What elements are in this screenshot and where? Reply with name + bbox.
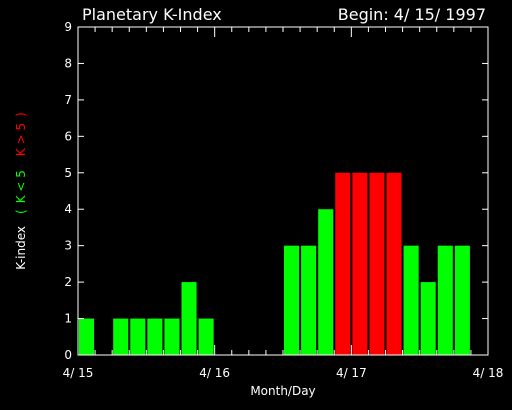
bar (301, 245, 317, 355)
bar (420, 282, 436, 355)
x-tick-label: 4/ 16 (199, 366, 230, 380)
x-tick-label: 4/ 15 (63, 366, 94, 380)
y-tick-label: 1 (64, 312, 72, 326)
chart-subtitle: Begin: 4/ 15/ 1997 (338, 5, 486, 24)
chart-title: Planetary K-Index (82, 5, 222, 24)
bar (352, 172, 368, 355)
y-tick-label: 2 (64, 275, 72, 289)
bar (369, 172, 385, 355)
bar (454, 245, 470, 355)
y-axis-label-prefix: K-index (14, 226, 28, 270)
bar (284, 245, 300, 355)
y-axis-label-close: ) (14, 112, 28, 117)
y-axis-label-high: K > 5 (14, 123, 28, 156)
y-tick-label: 9 (64, 20, 72, 34)
bar (113, 318, 129, 355)
bar (147, 318, 163, 355)
svg-text:K-index(K < 5K > 5): K-index ( K < 5 K > 5) (14, 112, 28, 270)
bar (335, 172, 351, 355)
y-tick-label: 6 (64, 129, 72, 143)
y-axis-label-open: ( (14, 209, 28, 214)
bar (437, 245, 453, 355)
y-tick-label: 0 (64, 348, 72, 362)
bar (318, 209, 334, 355)
y-tick-label: 8 (64, 56, 72, 70)
bar (198, 318, 214, 355)
y-tick-label: 5 (64, 166, 72, 180)
bars-group (79, 172, 470, 355)
x-axis-label: Month/Day (250, 384, 315, 398)
bar (181, 282, 197, 355)
y-axis-label-low: K < 5 (14, 170, 28, 203)
y-tick-label: 4 (64, 202, 72, 216)
x-tick-label: 4/ 17 (336, 366, 367, 380)
y-axis-ticks: 0 1 2 3 4 5 6 7 8 9 (64, 20, 488, 362)
bar (386, 172, 402, 355)
bar (130, 318, 146, 355)
y-tick-label: 3 (64, 239, 72, 253)
x-tick-label: 4/ 18 (473, 366, 504, 380)
plot-frame (77, 26, 489, 356)
x-axis-ticks: 4/ 15 4/ 16 4/ 17 4/ 18 (63, 27, 504, 380)
bar (403, 245, 419, 355)
y-axis-label: K-index ( K < 5 K > 5) (14, 112, 28, 270)
bar (79, 318, 95, 355)
bar (164, 318, 180, 355)
y-tick-label: 7 (64, 93, 72, 107)
